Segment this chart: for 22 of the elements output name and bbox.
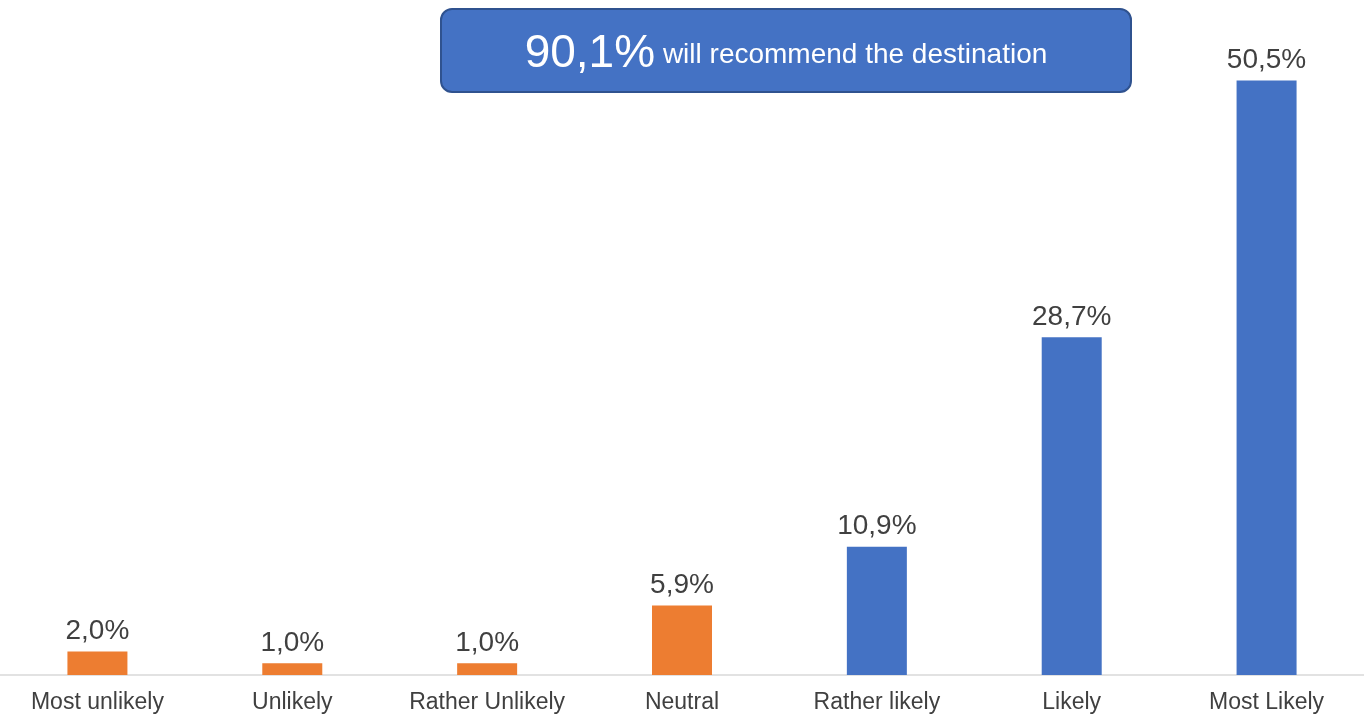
bar — [846, 546, 907, 675]
bar — [652, 605, 712, 675]
data-label: 10,9% — [837, 509, 917, 541]
x-tick-label: Rather likely — [813, 687, 941, 714]
bar — [67, 651, 128, 675]
data-label: 5,9% — [650, 568, 714, 600]
callout-box: 90,1% will recommend the destination — [440, 8, 1132, 93]
x-tick-label: Likely — [1042, 687, 1102, 714]
data-label: 2,0% — [65, 613, 130, 645]
data-label: 50,5% — [1226, 43, 1307, 75]
data-label: 1,0% — [455, 625, 520, 657]
data-label: 1,0% — [260, 625, 325, 657]
x-tick-label: Rather Unlikely — [409, 687, 566, 714]
bar — [262, 663, 323, 675]
x-tick-label: Most Likely — [1209, 687, 1325, 714]
x-tick-label: Most unlikely — [30, 687, 165, 714]
x-tick-label: Unlikely — [252, 687, 334, 714]
bar — [1236, 80, 1297, 675]
bar — [457, 663, 518, 675]
data-label: 28,7% — [1032, 299, 1112, 331]
x-tick-label: Neutral — [644, 687, 720, 714]
bar — [1041, 337, 1102, 675]
